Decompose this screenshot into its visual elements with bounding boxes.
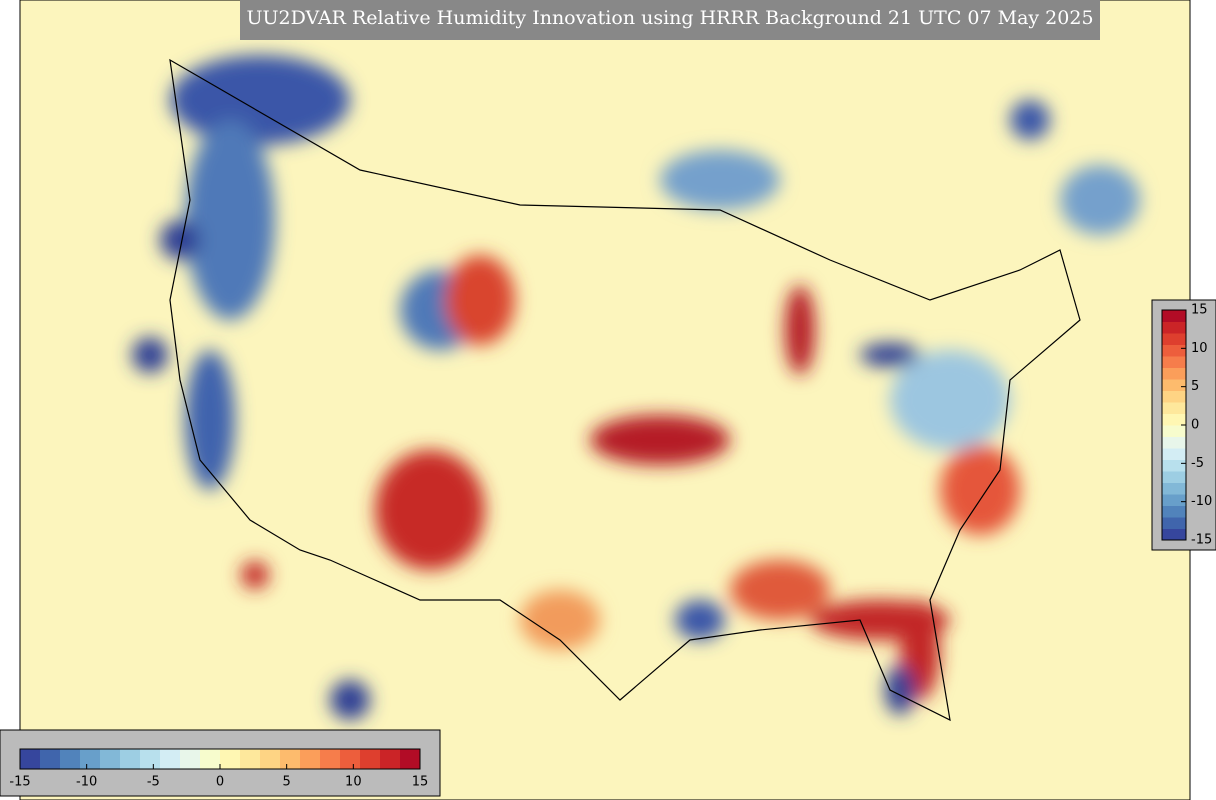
colorbar-segment: [100, 749, 121, 769]
tick-label: 10: [345, 775, 362, 790]
colorbar-segment: [260, 749, 281, 769]
colorbar-segment: [60, 749, 81, 769]
colorbars: 15 10 5 0 -5 -10 -15 -15 -10 -5 0 5 10 15: [9, 303, 1212, 790]
coastline: [169, 58, 1081, 722]
tick-label: 5: [283, 775, 291, 790]
tick-label: -5: [147, 775, 160, 790]
title: UU2DVAR Relative Humidity Innovation usi…: [246, 7, 1093, 29]
colorbar-segment: [1162, 413, 1186, 426]
colorbar-segment: [320, 749, 341, 769]
colorbar-segment: [140, 749, 161, 769]
colorbar-segment: [120, 749, 141, 769]
colorbar-segment: [1162, 390, 1186, 403]
colorbar-segment: [1162, 494, 1186, 506]
colorbar-segment: [1162, 321, 1186, 334]
colorbar-segment: [80, 749, 101, 769]
colorbar-segment: [1162, 448, 1186, 460]
colorbar-segment: [1162, 528, 1186, 541]
colorbar-segment: [1162, 517, 1186, 529]
tick-label: -15: [1191, 533, 1212, 548]
colorbar-segment: [380, 749, 401, 769]
tick-label: 10: [1191, 341, 1208, 356]
colorbar-segment: [360, 749, 381, 769]
colorbar-segment: [1162, 471, 1186, 483]
tick-label: 0: [1191, 418, 1199, 433]
colorbar-segment: [1162, 436, 1186, 449]
colorbar-segment: [1162, 344, 1186, 357]
colorbar-segment: [180, 749, 201, 769]
colorbar-segment: [340, 749, 361, 769]
colorbar-segment: [20, 749, 41, 769]
tick-label: 0: [216, 775, 224, 790]
colorbar-segment: [240, 749, 261, 769]
colorbar-segment: [1162, 402, 1186, 414]
tick-label: -10: [1191, 494, 1212, 509]
tick-label: 15: [1191, 303, 1208, 318]
colorbar-segment: [280, 749, 301, 769]
colorbar-segment: [1162, 333, 1186, 345]
title-box: [240, 0, 1100, 40]
colorbar-segment: [1162, 482, 1186, 495]
tick-label: 15: [412, 775, 429, 790]
colorbar-segment: [220, 749, 241, 769]
colorbar-segment: [200, 749, 221, 769]
colorbar-segment: [1162, 310, 1186, 322]
tick-label: -10: [76, 775, 97, 790]
colorbar-segment: [1162, 505, 1186, 518]
colorbar-segment: [1162, 459, 1186, 472]
colorbar-segment: [40, 749, 61, 769]
colorbar-segment: [1162, 379, 1186, 391]
colorbar-segment: [1162, 425, 1186, 437]
colorbar-segment: [400, 749, 421, 769]
tick-label: -15: [9, 775, 30, 790]
tick-label: -5: [1191, 456, 1204, 471]
colorbar-segment: [1162, 367, 1186, 380]
colorbar-segment: [160, 749, 181, 769]
humidity-field: [132, 55, 1140, 720]
tick-label: 5: [1191, 379, 1199, 394]
colorbar-segment: [1162, 356, 1186, 368]
colorbar-segment: [300, 749, 321, 769]
